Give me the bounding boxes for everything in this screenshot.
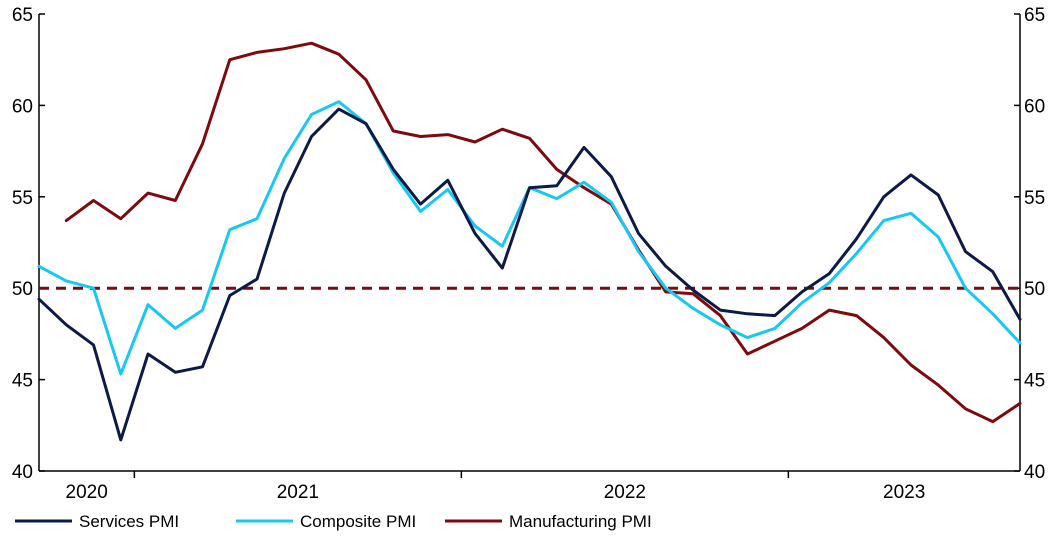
y-tick-label-left: 55 bbox=[12, 188, 33, 209]
legend: Services PMI Composite PMI Manufacturing P… bbox=[15, 512, 652, 531]
y-tick-label-left: 45 bbox=[12, 371, 33, 392]
x-tick-label: 2020 bbox=[66, 482, 108, 503]
y-tick-label-right: 60 bbox=[1024, 96, 1045, 117]
axes: 40 40 45 45 50 50 55 55 60 60 65 65 2020 2021 2022 2023 bbox=[12, 5, 1045, 503]
y-tick-label-left: 65 bbox=[12, 5, 33, 26]
y-tick-label-left: 60 bbox=[12, 96, 33, 117]
legend-label: Composite PMI bbox=[300, 512, 416, 531]
series-group bbox=[37, 41, 1022, 442]
x-tick-label: 2021 bbox=[277, 482, 319, 503]
services-pmi-line bbox=[37, 107, 1022, 442]
y-tick-label-left: 40 bbox=[12, 462, 33, 483]
y-tick-label-right: 50 bbox=[1024, 279, 1045, 300]
x-tick-label: 2023 bbox=[883, 482, 925, 503]
x-tick-label: 2022 bbox=[604, 482, 646, 503]
manufacturing-pmi-line bbox=[64, 41, 1022, 424]
composite-pmi-line bbox=[37, 100, 1022, 376]
y-tick-label-right: 55 bbox=[1024, 188, 1045, 209]
y-tick-label-right: 40 bbox=[1024, 462, 1045, 483]
y-tick-label-left: 50 bbox=[12, 279, 33, 300]
legend-label: Manufacturing PMI bbox=[509, 512, 652, 531]
legend-label: Services PMI bbox=[79, 512, 179, 531]
y-tick-label-right: 45 bbox=[1024, 371, 1045, 392]
y-tick-label-right: 65 bbox=[1024, 5, 1045, 26]
